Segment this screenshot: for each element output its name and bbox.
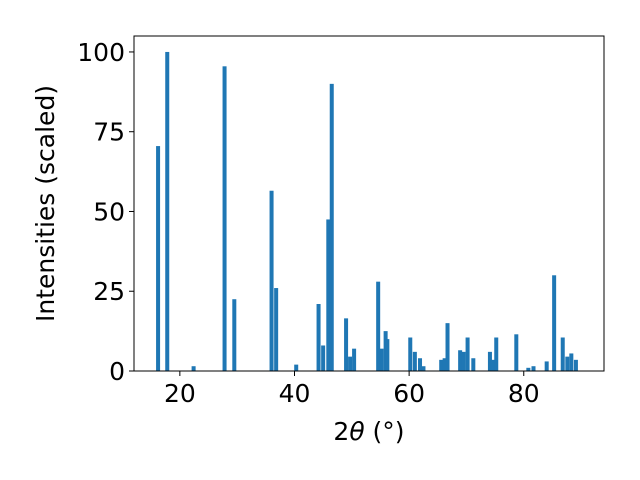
bar [352, 348, 357, 371]
bar [552, 275, 557, 371]
bar [569, 353, 574, 371]
bar [573, 359, 578, 371]
x-tick-label: 20 [164, 379, 196, 408]
bar [465, 337, 470, 371]
bar [565, 356, 570, 371]
y-tick-label: 50 [93, 197, 125, 226]
bar [191, 366, 196, 371]
bar [531, 366, 536, 371]
bar [421, 366, 426, 371]
bar [329, 83, 334, 371]
bar [471, 358, 476, 371]
bar [348, 356, 353, 371]
bar [344, 318, 349, 371]
bar [458, 350, 463, 371]
y-axis: 0 25 50 75 100 [77, 38, 134, 386]
x-tick-label: 60 [393, 379, 425, 408]
bar [418, 358, 423, 371]
bar [316, 304, 321, 371]
bar [514, 334, 519, 371]
bar [487, 351, 492, 371]
bar [412, 351, 417, 371]
x-axis-label-symbol: θ [349, 417, 364, 446]
bar [526, 367, 531, 371]
bar [439, 359, 444, 371]
bar [222, 66, 227, 372]
bar [490, 359, 495, 371]
x-axis: 20 40 60 80 [164, 371, 540, 408]
bar [321, 345, 326, 371]
bar [461, 351, 466, 371]
bar [560, 337, 565, 371]
bar [445, 323, 450, 371]
y-tick-label: 0 [109, 357, 125, 386]
bar [376, 281, 381, 371]
y-axis-label: Intensities (scaled) [31, 85, 60, 322]
bars [156, 51, 578, 372]
bar [408, 337, 413, 371]
bar [269, 190, 274, 371]
bar [156, 146, 161, 371]
bar [232, 299, 237, 371]
bar [494, 337, 499, 371]
y-tick-label: 25 [93, 277, 125, 306]
x-axis-label-prefix: 2 [333, 417, 349, 446]
y-tick-label: 100 [77, 38, 125, 67]
bar [544, 361, 549, 371]
bar [165, 51, 170, 371]
x-axis-label-unit: (°) [365, 417, 405, 446]
x-axis-label: 2θ (°) [333, 417, 404, 446]
bar [442, 358, 447, 371]
bar [274, 288, 279, 371]
x-tick-label: 40 [279, 379, 311, 408]
x-tick-label: 80 [508, 379, 540, 408]
bar [326, 219, 331, 371]
bar [385, 339, 390, 371]
y-tick-label: 75 [93, 118, 125, 147]
bar [379, 348, 384, 371]
bar [294, 364, 299, 371]
plot-frame [133, 35, 605, 372]
